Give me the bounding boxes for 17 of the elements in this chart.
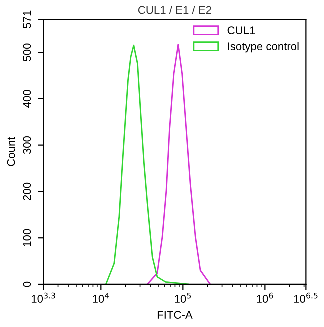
legend-label: Isotype control	[228, 42, 299, 53]
y-axis-title: Count	[7, 137, 16, 166]
y-tick-label: 200	[23, 182, 32, 200]
x-tick-label: 10$^{4}$	[93, 292, 110, 303]
y-tick-label: 0	[23, 282, 32, 288]
x-axis-title: FITC-A	[158, 311, 193, 319]
y-tick-label: 100	[23, 229, 32, 247]
x-tick-label: 10$^{5}$	[175, 292, 192, 303]
x-tick-label: 10$^{6}$	[257, 292, 274, 303]
y-tick-label: 500	[23, 44, 32, 62]
x-tick-label: 10$^{6.5}$	[294, 292, 318, 303]
y-tick-label: 300	[23, 136, 32, 154]
legend-label: CUL1	[228, 26, 256, 35]
chart-title: CUL1 / E1 / E2	[138, 6, 212, 14]
y-tick-label: 571	[23, 10, 32, 28]
x-tick-label: 10$^{3.3}$	[32, 292, 56, 303]
y-tick-label: 400	[23, 90, 32, 108]
